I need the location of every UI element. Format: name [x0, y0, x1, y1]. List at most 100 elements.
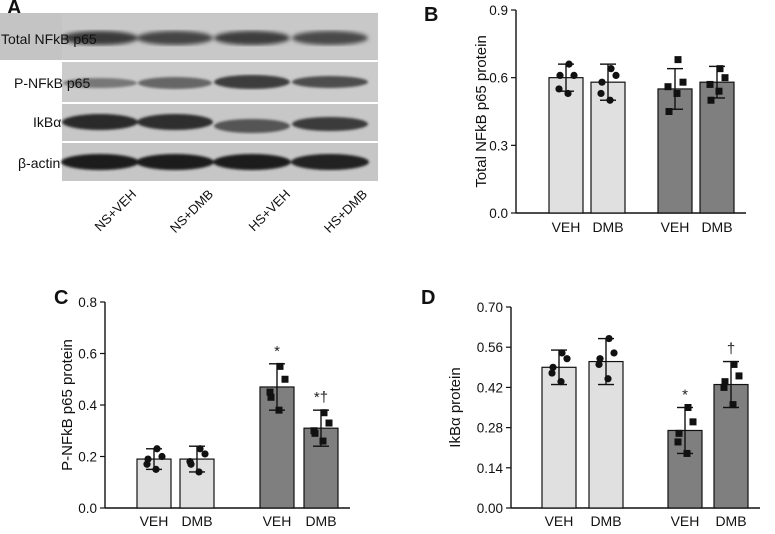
blot-row-ikba: IkBα: [33, 104, 378, 141]
data-point: [555, 85, 563, 93]
y-tick-label: 0.42: [477, 380, 503, 395]
bar: [590, 81, 626, 214]
western-blot-panel: Total NFkB p65 P-NFkB p65 IkBα: [0, 13, 378, 236]
chart-b: 0.0 0.3 0.6 0.9 Total NFkB p65 protein VEH DMB…: [473, 3, 746, 235]
data-point: [721, 74, 729, 82]
y-tick-label: 0.9: [489, 3, 508, 18]
x-tick-label: DMB: [305, 513, 336, 529]
data-point: [606, 96, 614, 104]
data-point: [605, 334, 613, 343]
panel-letter-b: B: [424, 4, 439, 26]
y-axis-label: P-NFkB p65 protein: [59, 339, 76, 471]
data-point: [735, 372, 743, 380]
data-point: [158, 452, 166, 461]
data-point: [597, 89, 605, 98]
data-point: [266, 388, 274, 396]
blot-row-beta-actin: β-actin: [18, 143, 378, 181]
data-point: [706, 80, 714, 88]
data-point: [152, 465, 160, 473]
data-point: [598, 78, 606, 86]
x-tick-label: VEH: [671, 513, 700, 529]
data-point: [665, 108, 673, 115]
data-point: [675, 429, 683, 437]
data-point: [729, 401, 737, 409]
data-point: [275, 406, 283, 414]
blot-label-beta-actin: β-actin: [18, 155, 60, 171]
chart-c: 0.0 0.2 0.4 0.6 0.8 P-NFkB p65 protein VEH DMB *…: [59, 295, 350, 529]
panel-letter-d: D: [421, 287, 436, 309]
data-point: [610, 349, 618, 357]
data-point: [153, 445, 161, 453]
data-point: [558, 349, 566, 357]
data-point: [267, 393, 275, 401]
y-tick-label: 0.3: [489, 138, 508, 153]
data-point: [201, 450, 209, 458]
data-point: [187, 460, 195, 468]
y-tick-label: 0.0: [78, 501, 97, 516]
data-point: [325, 419, 333, 427]
data-point: [674, 438, 682, 446]
significance-mark: *: [274, 343, 280, 360]
data-point: [607, 65, 615, 73]
data-point: [612, 71, 620, 80]
y-tick-label: 0.6: [489, 71, 508, 86]
data-point: [548, 369, 556, 377]
x-tick-label: DMB: [592, 219, 623, 235]
data-point: [276, 362, 284, 370]
data-point: [281, 375, 289, 383]
x-tick-label: DMB: [181, 513, 212, 529]
x-tick-label: DMB: [701, 219, 732, 235]
bar: [588, 360, 624, 509]
y-tick-label: 0.70: [477, 300, 503, 315]
data-point: [721, 378, 729, 386]
data-point: [689, 418, 697, 426]
data-point: [196, 445, 204, 453]
panel-letter-c: C: [54, 287, 69, 309]
data-point: [311, 429, 319, 437]
data-point: [556, 71, 564, 80]
data-point: [565, 60, 573, 68]
blot-label-p-nfkb: P-NFkB p65: [14, 75, 90, 91]
y-tick-label: 0.8: [78, 295, 97, 310]
bar: [548, 77, 584, 214]
y-tick-label: 0.14: [477, 461, 504, 476]
data-point: [679, 78, 687, 86]
y-tick-label: 0.28: [477, 421, 503, 436]
chart-d: 0.00 0.14 0.28 0.42 0.56 0.70 IkBα protein VEH D…: [447, 300, 760, 529]
x-tick-label: VEH: [545, 513, 574, 529]
y-tick-label: 0.4: [78, 398, 97, 413]
x-tick-label: VEH: [263, 513, 292, 529]
x-tick-label: VEH: [140, 513, 169, 529]
data-point: [715, 87, 723, 95]
x-tick-label: DMB: [715, 513, 746, 529]
x-tick-label: VEH: [661, 219, 690, 235]
x-tick-label: VEH: [552, 219, 581, 235]
blot-label-ikba: IkBα: [33, 114, 61, 130]
y-tick-label: 0.56: [477, 340, 503, 355]
y-tick-label: 0.2: [78, 450, 97, 465]
data-point: [673, 89, 681, 97]
significance-mark: *: [682, 387, 688, 404]
data-point: [716, 65, 724, 73]
data-point: [320, 409, 328, 417]
data-point: [596, 355, 604, 363]
data-point: [604, 375, 612, 383]
y-tick-label: 0.6: [78, 347, 97, 362]
blot-row-total-nfkb: Total NFkB p65: [0, 13, 378, 60]
data-point: [564, 89, 572, 98]
data-point: [595, 360, 603, 369]
y-tick-label: 0.00: [477, 501, 503, 516]
blot-label-total-nfkb: Total NFkB p65: [1, 31, 97, 47]
data-point: [720, 383, 728, 391]
bar: [699, 81, 735, 214]
data-point: [557, 378, 565, 386]
blot-row-p-nfkb: P-NFkB p65: [14, 62, 378, 102]
y-tick-label: 0.0: [489, 206, 508, 221]
data-point: [570, 71, 578, 80]
data-point: [664, 83, 672, 91]
bar: [541, 366, 577, 509]
data-point: [144, 455, 152, 463]
data-point: [319, 437, 327, 445]
x-tick-label: DMB: [590, 513, 621, 529]
